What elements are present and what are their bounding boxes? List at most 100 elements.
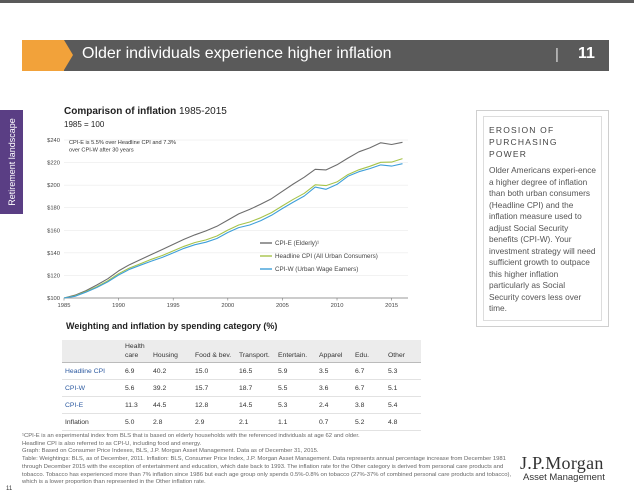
table-cell: 18.7 bbox=[239, 384, 253, 392]
table-header-cell bbox=[62, 340, 122, 363]
x-tick-label: 1995 bbox=[167, 303, 180, 309]
table-cell: 11.3 bbox=[125, 401, 138, 409]
section-tab-label: Retirement landscape bbox=[6, 118, 17, 206]
table-header-row: Health care Housing Food & bev. Transport. E… bbox=[62, 340, 421, 363]
table-cell: 44.5 bbox=[153, 401, 167, 409]
section-tab[interactable]: Retirement landscape bbox=[0, 110, 23, 214]
table-cell: 2.4 bbox=[319, 401, 329, 409]
table-cell: 5.3 bbox=[278, 401, 288, 409]
table-cell: 2.8 bbox=[153, 418, 163, 426]
table-header-cell: Transport. bbox=[239, 352, 270, 359]
series-line-1 bbox=[63, 141, 403, 299]
table-cell: 2.9 bbox=[195, 418, 205, 426]
chart-annotation: CPI-E is 5.5% over Headline CPI and 7.3%… bbox=[69, 140, 176, 154]
y-tick-label: $120 bbox=[47, 273, 60, 279]
table-cell: 16.5 bbox=[239, 367, 253, 375]
table-row: Headline CPI 6.9 40.2 15.0 16.5 5.9 3.5 6.7 5.3 bbox=[62, 362, 421, 380]
legend-label: Headline CPI (All Urban Consumers) bbox=[275, 253, 378, 260]
legend-label: CPI-E (Elderly)¹ bbox=[275, 240, 319, 247]
top-rule bbox=[0, 0, 634, 3]
x-tick-label: 2015 bbox=[385, 303, 398, 309]
table-header-cell: Entertain. bbox=[278, 352, 308, 359]
chart-title: Comparison of inflation 1985-2015 bbox=[64, 106, 227, 117]
jpmorgan-logo: J.P.Morgan bbox=[520, 453, 604, 473]
table-cell: 5.5 bbox=[278, 384, 288, 392]
table-header-cell: Housing bbox=[153, 352, 178, 359]
table-row: CPI-E 11.3 44.5 12.8 14.5 5.3 2.4 3.8 5.4 bbox=[62, 397, 421, 414]
sidebar-callout-inner: EROSION OF PURCHASING POWER Older Americ… bbox=[483, 116, 602, 321]
logo-subtitle: Asset Management bbox=[523, 472, 605, 483]
y-tick-label: $240 bbox=[47, 138, 60, 144]
y-tick-label: $100 bbox=[47, 296, 60, 302]
table-cell: Inflation bbox=[65, 418, 89, 426]
x-axis: 1985 1990 1995 2000 2005 2010 2015 bbox=[58, 298, 398, 309]
legend-label: CPI-W (Urban Wage Earners) bbox=[275, 266, 358, 273]
table-cell: CPI-E bbox=[65, 401, 84, 409]
table-cell: Headline CPI bbox=[65, 367, 106, 375]
chart-subtitle: 1985 = 100 bbox=[64, 120, 105, 129]
page-number: 11 bbox=[578, 45, 595, 62]
table-cell: 0.7 bbox=[319, 418, 329, 426]
header-separator: | bbox=[555, 46, 559, 63]
table-row: Inflation 5.0 2.8 2.9 2.1 1.1 0.7 5.2 4.8 bbox=[62, 414, 421, 431]
x-tick-label: 2005 bbox=[276, 303, 289, 309]
page-title: Older individuals experience higher infl… bbox=[82, 45, 392, 62]
y-axis: $100 $120 $140 $160 $180 $200 $220 $240 bbox=[47, 138, 408, 302]
table-cell: 6.7 bbox=[355, 367, 365, 375]
table-cell: 15.0 bbox=[195, 367, 209, 375]
table-cell: 40.2 bbox=[153, 367, 167, 375]
table-cell: 39.2 bbox=[153, 384, 167, 392]
footnote: ¹CPI-E is an experimental index from BLS… bbox=[22, 433, 360, 439]
chart-legend: CPI-E (Elderly)¹ Headline CPI (All Urban … bbox=[260, 240, 378, 273]
series-line-2 bbox=[63, 158, 403, 299]
annotation-line: over CPI-W after 30 years bbox=[69, 148, 134, 154]
table-cell: 1.1 bbox=[278, 418, 288, 426]
table-cell: 14.5 bbox=[239, 401, 253, 409]
table-cell: 3.5 bbox=[319, 367, 329, 375]
table-header-cell: Edu. bbox=[355, 352, 369, 359]
table-cell: 4.8 bbox=[388, 418, 398, 426]
x-tick-label: 1985 bbox=[58, 303, 71, 309]
table-cell: 5.3 bbox=[388, 367, 398, 375]
table-cell: CPI-W bbox=[65, 384, 86, 392]
footnote: Graph: Based on Consumer Price Indexes, … bbox=[22, 448, 319, 455]
table-header-cell: Other bbox=[388, 352, 405, 359]
table-cell: 6.7 bbox=[355, 384, 365, 392]
chart-series bbox=[63, 141, 403, 299]
chart-title-range: 1985-2015 bbox=[179, 106, 227, 117]
inflation-line-chart: $100 $120 $140 $160 $180 $200 $220 $240 1985 199… bbox=[47, 138, 408, 309]
table-cell: 12.8 bbox=[195, 401, 209, 409]
table-cell: 2.1 bbox=[239, 418, 249, 426]
y-tick-label: $200 bbox=[47, 183, 60, 189]
header-accent-block bbox=[22, 40, 64, 71]
table-cell: 6.9 bbox=[125, 367, 135, 375]
table-cell: 3.8 bbox=[355, 401, 365, 409]
x-tick-label: 2010 bbox=[331, 303, 344, 309]
table-header-cell: Apparel bbox=[319, 352, 343, 359]
table-cell: 15.7 bbox=[195, 384, 209, 392]
weights-table: Health care Housing Food & bev. Transport. E… bbox=[62, 340, 421, 431]
footnote: Headline CPI is also referred to as CPI-… bbox=[22, 440, 202, 447]
footnotes: ¹CPI-E is an experimental index from BLS… bbox=[22, 433, 512, 487]
annotation-line: CPI-E is 5.5% over Headline CPI and 7.3% bbox=[69, 140, 176, 146]
sidebar-heading: EROSION OF PURCHASING POWER bbox=[489, 125, 558, 159]
table-cell: 5.2 bbox=[355, 418, 365, 426]
table-header-cell: Health care bbox=[125, 343, 145, 359]
footer-page-number: 11 bbox=[6, 486, 13, 492]
x-tick-label: 2000 bbox=[221, 303, 234, 309]
table-cell: 5.0 bbox=[125, 418, 135, 426]
table-cell: 3.6 bbox=[319, 384, 329, 392]
table-cell: 5.6 bbox=[125, 384, 135, 392]
y-tick-label: $220 bbox=[47, 161, 60, 167]
chart-title-main: Comparison of inflation bbox=[64, 106, 177, 117]
series-line-3 bbox=[63, 163, 403, 299]
table-row: CPI-W 5.6 39.2 15.7 18.7 5.5 3.6 6.7 5.1 bbox=[62, 380, 421, 397]
table-title: Weighting and inflation by spending cate… bbox=[66, 321, 278, 331]
footnote: Table: Weightings: BLS, as of December, … bbox=[22, 456, 512, 486]
table-cell: 5.9 bbox=[278, 367, 288, 375]
sidebar-body: Older Americans experi-ence a higher deg… bbox=[489, 165, 596, 313]
header-accent-arrow bbox=[64, 40, 73, 70]
table-cell: 5.1 bbox=[388, 384, 398, 392]
x-tick-label: 1990 bbox=[112, 303, 125, 309]
sidebar-callout: EROSION OF PURCHASING POWER Older Americ… bbox=[476, 110, 609, 327]
